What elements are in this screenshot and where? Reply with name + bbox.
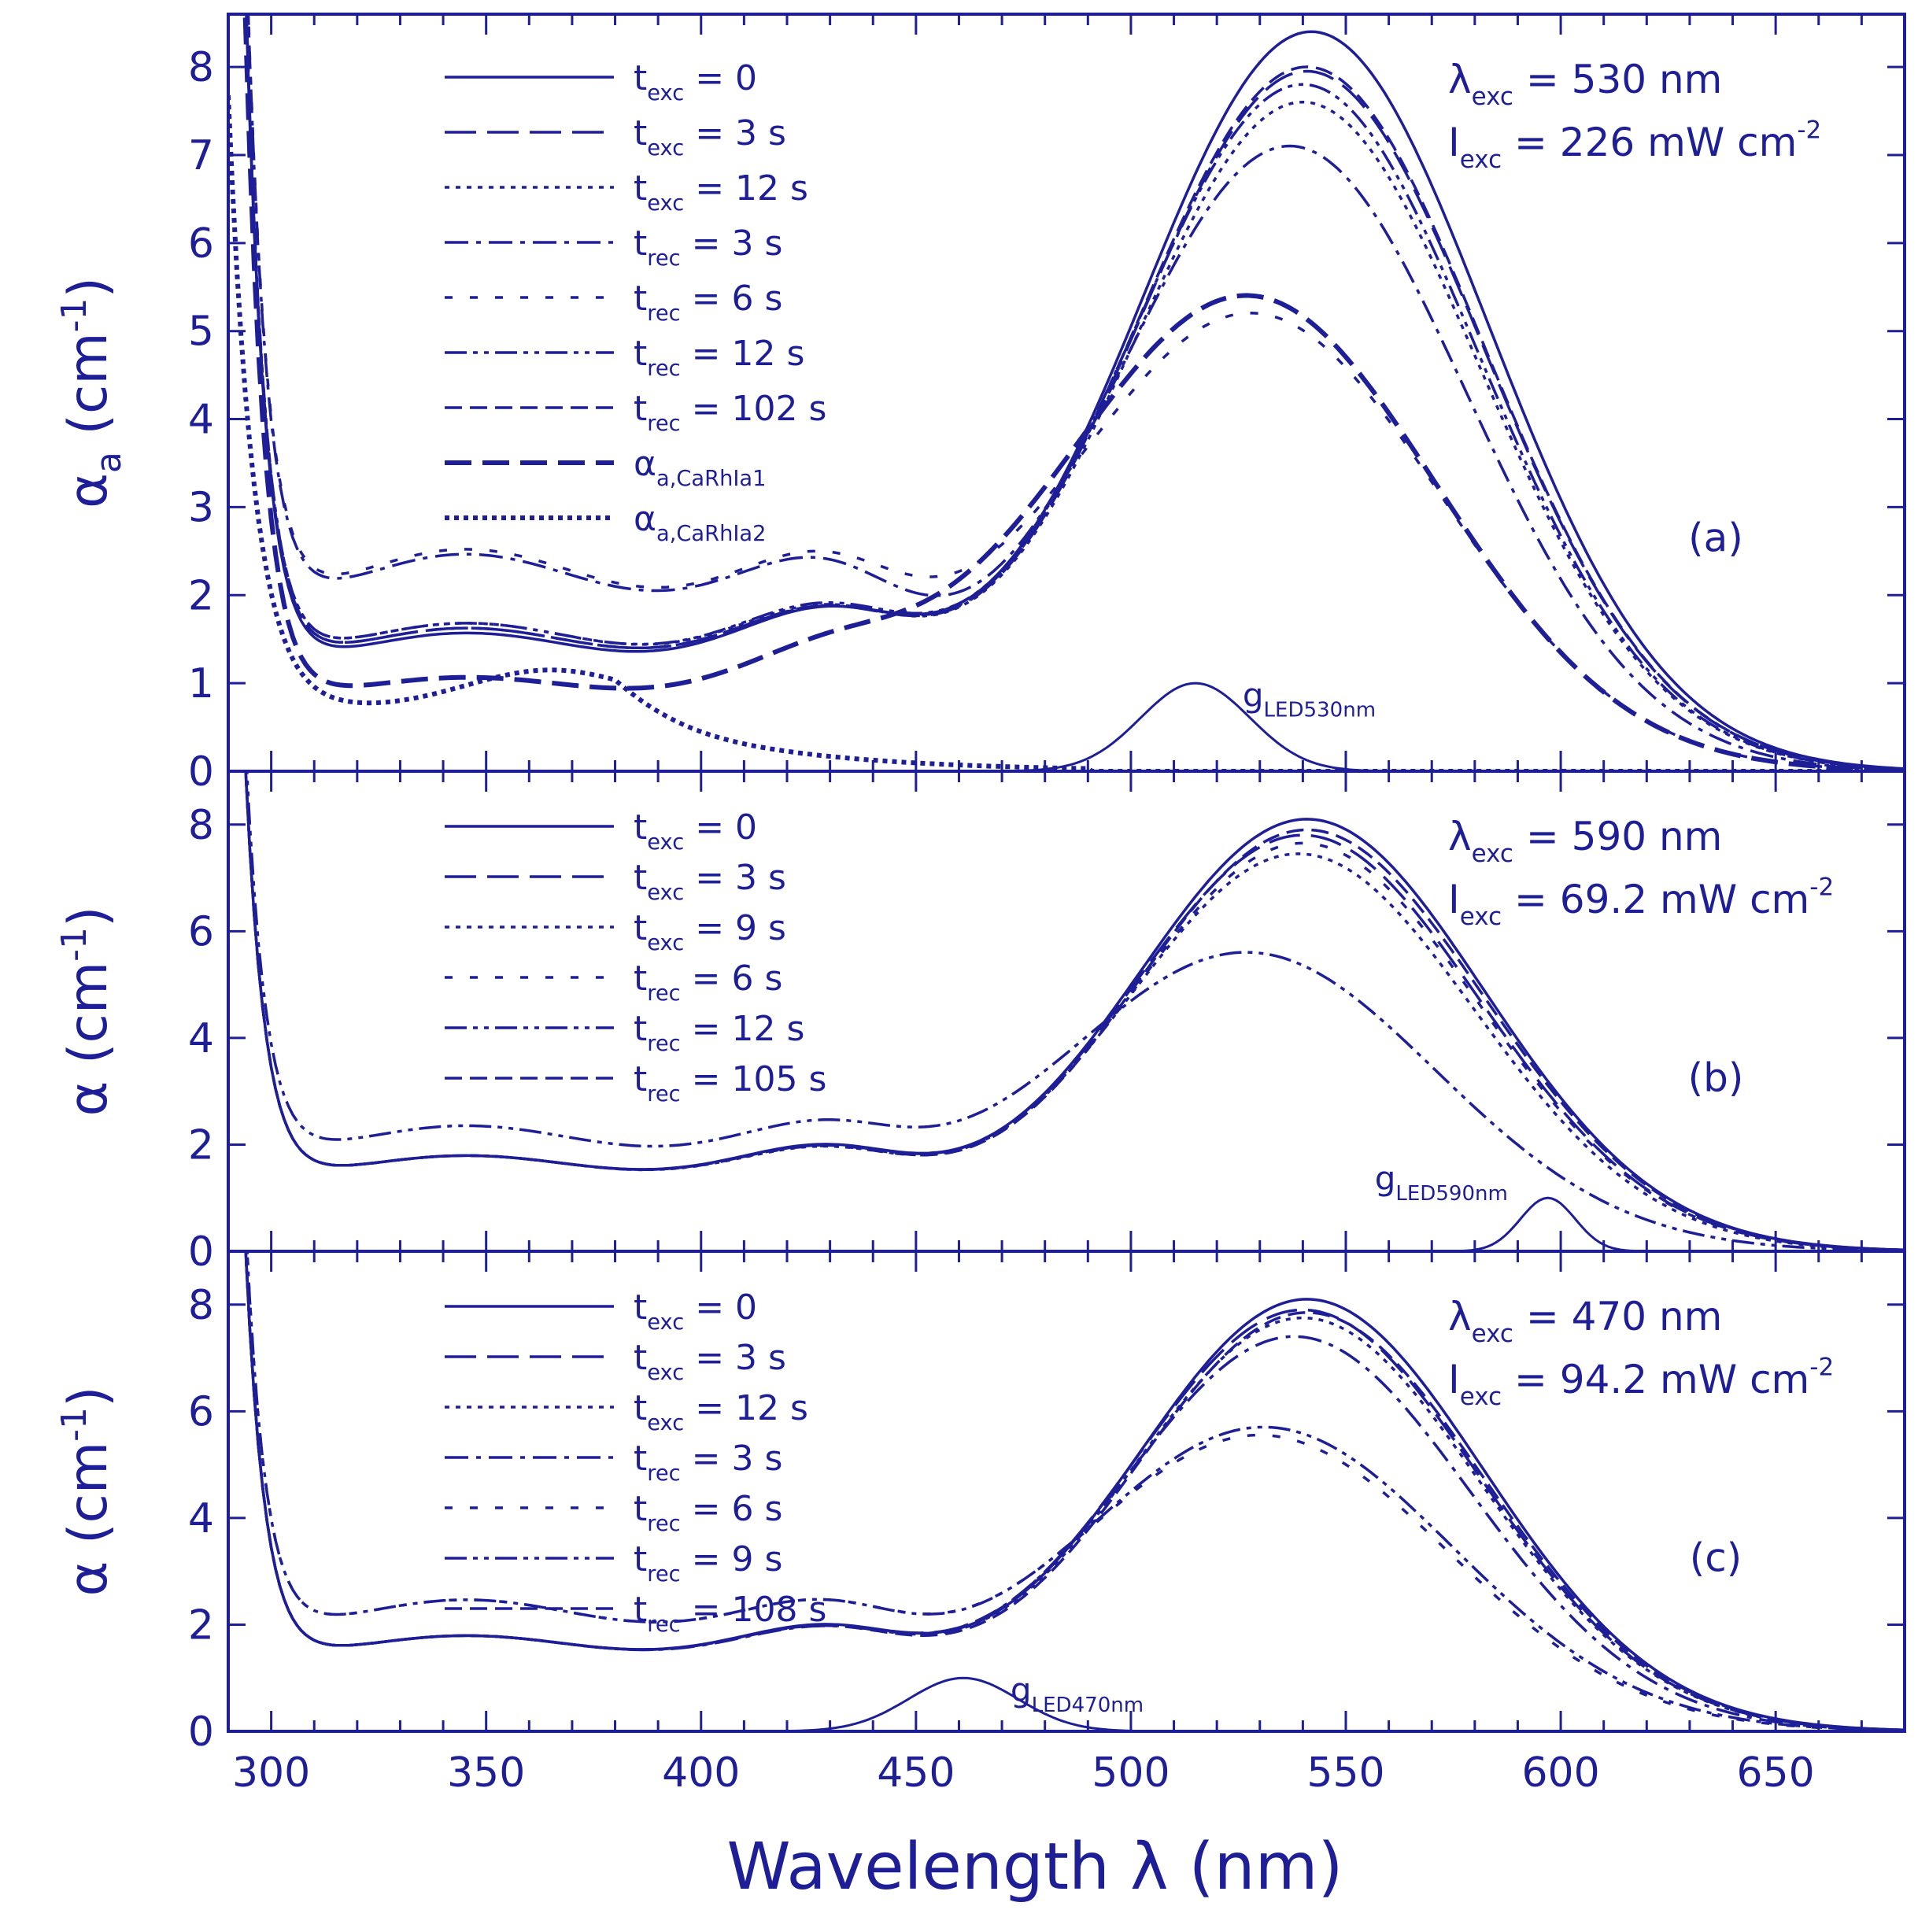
panel-b-ytick-label: 0 xyxy=(188,1228,214,1276)
panel-a-ytick-label: 6 xyxy=(188,220,214,268)
panel-a-series-line xyxy=(246,14,1905,771)
panel-b-series-line xyxy=(244,771,1905,1251)
panel-c-annotation-lambda: λexc = 470 nm xyxy=(1448,1294,1722,1348)
panel-a-legend-label: texc = 0 xyxy=(634,58,757,105)
panel-a-series-line xyxy=(228,94,1905,771)
panel-a-legend-label: trec = 12 s xyxy=(634,334,804,381)
panel-a-legend-label: αa,CaRhIa2 xyxy=(634,499,766,546)
x-tick-label: 450 xyxy=(877,1749,955,1797)
panel-b-legend-label: trec = 105 s xyxy=(634,1059,826,1106)
panel-c-ytick-label: 2 xyxy=(188,1601,214,1649)
panel-a-ylabel: αa (cm-1) xyxy=(54,277,129,508)
panel-a-series-line xyxy=(246,14,1905,771)
panel-a-legend-label: texc = 3 s xyxy=(634,113,786,161)
panel-a-ytick-label: 2 xyxy=(188,572,214,619)
panel-c-tag: (c) xyxy=(1690,1535,1742,1581)
panel-c-series-line xyxy=(244,1251,1905,1731)
panel-a-legend-label: trec = 3 s xyxy=(634,223,782,271)
panel-b-ytick-label: 2 xyxy=(188,1121,214,1169)
panel-c-series-line xyxy=(244,1251,1905,1731)
panel-c-led-label: gLED470nm xyxy=(1011,1671,1144,1717)
panel-a-legend-label: trec = 6 s xyxy=(634,279,782,326)
panel-c-frame xyxy=(227,1250,1906,1733)
panel-a-series-line xyxy=(245,14,1905,771)
panel-c-legend-label: trec = 3 s xyxy=(634,1439,782,1486)
panel-a-series-line xyxy=(245,14,1905,771)
panel-c-annotation-intensity: Iexc = 94.2 mW cm-2 xyxy=(1448,1354,1834,1412)
panel-b-series-line xyxy=(244,771,1905,1251)
x-tick-label: 300 xyxy=(232,1749,310,1797)
panel-b-legend-label: texc = 3 s xyxy=(634,858,786,905)
panel-a-series-line xyxy=(245,14,1905,770)
panel-b-led-curve xyxy=(1453,1196,1643,1251)
panel-c-ytick-label: 8 xyxy=(188,1282,214,1329)
panel-a-tag: (a) xyxy=(1688,515,1743,560)
panel-c-legend-label: trec = 9 s xyxy=(634,1539,782,1587)
panel-b-series-line xyxy=(244,771,1905,1251)
panel-c-legend-label: trec = 6 s xyxy=(634,1489,782,1536)
panel-c-legend-label: trec = 108 s xyxy=(634,1590,826,1637)
panel-b-ytick-label: 4 xyxy=(188,1015,214,1062)
panel-b-ylabel: α (cm-1) xyxy=(54,906,120,1116)
panel-a-annotation-lambda: λexc = 530 nm xyxy=(1448,57,1722,111)
x-tick-label: 600 xyxy=(1521,1749,1599,1797)
panel-a-ytick-label: 3 xyxy=(188,484,214,531)
panel-a-legend-label: trec = 102 s xyxy=(634,389,826,436)
panel-c-ytick-label: 4 xyxy=(188,1495,214,1542)
panel-a-ytick-label: 4 xyxy=(188,397,214,444)
panel-a-ytick-label: 5 xyxy=(188,308,214,356)
panel-c-series-line xyxy=(244,1251,1905,1731)
panel-c-series-line xyxy=(246,1251,1905,1731)
panel-c-legend-label: texc = 12 s xyxy=(634,1388,808,1435)
panel-a-led-curve xyxy=(1006,682,1385,771)
x-tick-label: 400 xyxy=(662,1749,740,1797)
panel-c-ytick-label: 0 xyxy=(188,1709,214,1756)
panel-a-legend-label: αa,CaRhIa1 xyxy=(634,444,766,491)
panel-a-series-line xyxy=(245,14,1905,770)
panel-b-legend-label: texc = 9 s xyxy=(634,908,786,955)
panel-a-ytick-label: 1 xyxy=(188,660,214,707)
panel-c-legend-label: texc = 3 s xyxy=(634,1338,786,1385)
panel-b-ytick-label: 6 xyxy=(188,908,214,955)
panel-c-ylabel: α (cm-1) xyxy=(54,1386,120,1596)
x-axis-label: Wavelength λ (nm) xyxy=(727,1830,1343,1904)
x-tick-label: 650 xyxy=(1737,1749,1815,1797)
panel-c-series-line xyxy=(246,1251,1905,1731)
panel-b-legend-label: trec = 12 s xyxy=(634,1009,804,1056)
panel-c-led-curve xyxy=(774,1676,1153,1731)
panel-b-series-line xyxy=(244,771,1905,1251)
panel-a-annotation-intensity: Iexc = 226 mW cm-2 xyxy=(1448,116,1821,175)
panel-b-legend-label: texc = 0 xyxy=(634,807,757,855)
panel-b-series-line xyxy=(244,771,1905,1251)
x-tick-label: 350 xyxy=(447,1749,525,1797)
panel-b-series-line xyxy=(245,771,1905,1251)
x-tick-label: 500 xyxy=(1092,1749,1170,1797)
panel-b-led-label: gLED590nm xyxy=(1375,1159,1508,1206)
panel-c-ytick-label: 6 xyxy=(188,1388,214,1435)
panel-c-series-line xyxy=(244,1251,1905,1731)
panel-b-legend-label: trec = 6 s xyxy=(634,959,782,1006)
panel-a-ytick-label: 7 xyxy=(188,132,214,179)
panel-a-series-line xyxy=(245,14,1905,770)
panel-a-ytick-label: 8 xyxy=(188,44,214,91)
panel-a-led-label: gLED530nm xyxy=(1243,676,1376,722)
x-tick-label: 550 xyxy=(1306,1749,1384,1797)
panel-a-series-line xyxy=(242,14,1905,771)
panel-c-series-line xyxy=(244,1251,1905,1731)
panel-b-tag: (b) xyxy=(1688,1055,1744,1101)
panel-a-ytick-label: 0 xyxy=(188,748,214,796)
panel-a-legend-label: texc = 12 s xyxy=(634,168,808,216)
panel-c-legend-label: texc = 0 xyxy=(634,1287,757,1335)
panel-b-ytick-label: 8 xyxy=(188,802,214,849)
panel-b-annotation-lambda: λexc = 590 nm xyxy=(1448,814,1722,868)
panel-b-annotation-intensity: Iexc = 69.2 mW cm-2 xyxy=(1448,874,1834,932)
